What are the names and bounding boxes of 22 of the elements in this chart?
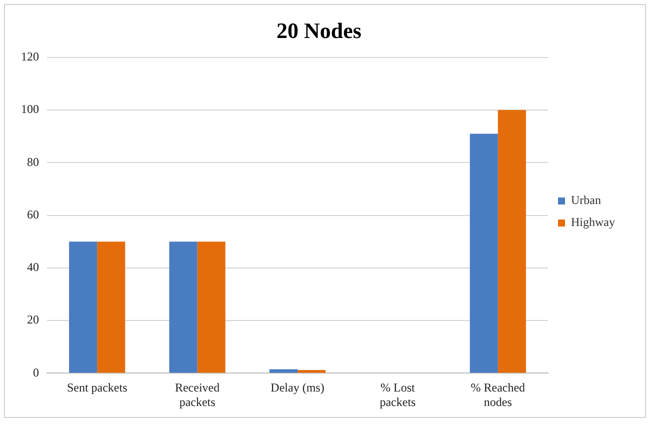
legend-label: Urban (571, 193, 602, 208)
y-tick-label: 60 (27, 207, 39, 222)
bar (197, 242, 226, 373)
y-tick-label: 40 (27, 260, 39, 274)
bar (298, 370, 326, 373)
y-tick-label: 20 (27, 312, 39, 327)
x-tick-label: Sent packets (66, 380, 128, 395)
x-tick-label: Delay (ms) (270, 380, 324, 395)
y-tick-label: 80 (27, 154, 39, 169)
bar (69, 242, 98, 373)
x-tick-label: % Lost packets (380, 380, 416, 409)
legend-label: Highway (571, 215, 616, 230)
y-tick-label: 120 (21, 50, 39, 64)
x-tick-label: Received packets (174, 380, 220, 409)
bar (470, 134, 498, 373)
bar (97, 242, 126, 373)
y-tick-label: 100 (21, 102, 39, 116)
chart-title: 20 Nodes (276, 18, 362, 43)
y-tick-label: 0 (33, 365, 39, 380)
bar (169, 242, 198, 373)
bar (498, 110, 526, 373)
x-tick-label: % Reached nodes (470, 380, 526, 409)
